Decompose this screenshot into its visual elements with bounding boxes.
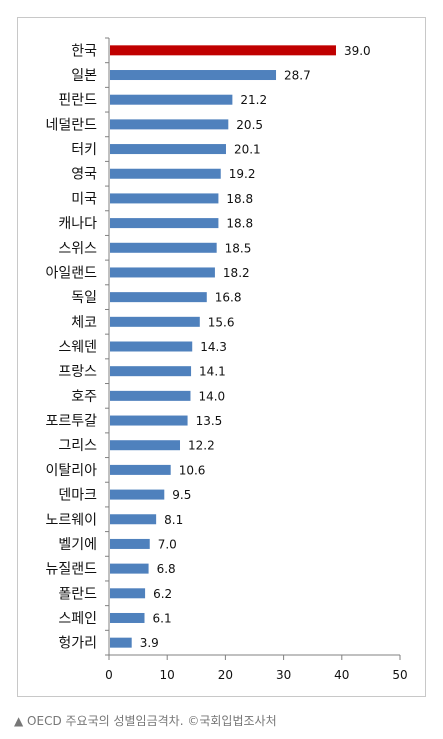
bar: [110, 316, 200, 327]
category-label: 아일랜드: [45, 265, 97, 281]
bar: [110, 341, 193, 352]
value-label: 20.5: [236, 118, 263, 132]
bar: [110, 440, 181, 451]
value-label: 6.2: [153, 587, 172, 601]
bar: [110, 514, 157, 525]
category-label: 독일: [71, 290, 97, 306]
bar-chart: 0 10 20 30 40 50 한국 39.0 일본 28.7 핀란드 21.2 네덜란드 20.5 터키…: [45, 37, 408, 682]
value-label: 16.8: [215, 291, 242, 305]
bar: [110, 415, 188, 426]
bar: [110, 637, 132, 648]
category-label: 스위스: [58, 241, 97, 257]
x-tick-label: 30: [276, 668, 291, 682]
category-label: 스페인: [58, 611, 97, 627]
value-label: 18.2: [223, 266, 250, 280]
bar: [110, 538, 150, 549]
value-label: 9.5: [172, 488, 191, 502]
value-label: 3.9: [140, 636, 159, 650]
bar: [110, 168, 221, 179]
x-tick-label: 50: [392, 668, 407, 682]
category-label: 노르웨이: [45, 512, 97, 528]
category-label: 영국: [71, 167, 97, 183]
bar: [110, 267, 215, 278]
x-tick-label: 10: [160, 668, 175, 682]
category-label: 스웨덴: [58, 340, 97, 356]
value-label: 7.0: [158, 537, 177, 551]
value-label: 14.3: [200, 340, 227, 354]
bar: [110, 45, 336, 56]
bar: [110, 489, 165, 500]
bar: [110, 193, 219, 204]
category-label: 프랑스: [58, 364, 97, 380]
value-label: 12.2: [188, 439, 215, 453]
value-label: 15.6: [208, 315, 235, 329]
bar: [110, 390, 191, 401]
category-label: 한국: [71, 43, 97, 59]
bar: [110, 94, 233, 105]
bar: [110, 563, 149, 574]
value-label: 18.5: [225, 241, 252, 255]
x-tick-label: 0: [105, 668, 113, 682]
category-label: 헝가리: [58, 636, 97, 652]
chart-caption: ▲ OECD 주요국의 성별임금격차. ©국회입법조사처: [14, 714, 277, 728]
bar: [110, 612, 145, 623]
bar: [110, 464, 171, 475]
bar: [110, 588, 146, 599]
value-label: 18.8: [226, 217, 253, 231]
category-label: 포르투갈: [45, 414, 97, 430]
value-label: 8.1: [164, 513, 183, 527]
bar: [110, 144, 226, 155]
value-label: 28.7: [284, 69, 311, 83]
bar: [110, 218, 219, 229]
category-label: 핀란드: [58, 93, 97, 109]
category-label: 폴란드: [58, 586, 97, 602]
category-label: 이탈리아: [45, 463, 97, 479]
value-label: 14.0: [198, 389, 225, 403]
x-tick-label: 40: [334, 668, 349, 682]
value-label: 39.0: [344, 44, 371, 58]
category-label: 뉴질랜드: [45, 562, 97, 578]
value-label: 20.1: [234, 143, 261, 157]
category-label: 체코: [71, 315, 97, 331]
category-label: 벨기에: [58, 537, 97, 553]
category-label: 네덜란드: [45, 117, 97, 133]
category-label: 일본: [71, 68, 97, 84]
value-label: 13.5: [196, 414, 223, 428]
category-label: 덴마크: [58, 488, 97, 504]
value-label: 6.8: [157, 562, 176, 576]
bar: [110, 242, 217, 253]
x-tick-label: 20: [218, 668, 233, 682]
category-label: 캐나다: [58, 216, 97, 232]
bar: [110, 119, 229, 130]
value-label: 10.6: [179, 463, 206, 477]
category-label: 터키: [71, 142, 97, 158]
value-label: 18.8: [226, 192, 253, 206]
chart-frame: [17, 17, 426, 697]
value-label: 19.2: [229, 167, 256, 181]
bar: [110, 366, 192, 377]
value-label: 14.1: [199, 365, 226, 379]
category-label: 호주: [71, 389, 97, 405]
value-label: 6.1: [153, 611, 172, 625]
bar: [110, 292, 207, 303]
value-label: 21.2: [240, 93, 267, 107]
category-label: 그리스: [58, 438, 97, 454]
bar: [110, 70, 277, 81]
category-label: 미국: [71, 191, 97, 207]
